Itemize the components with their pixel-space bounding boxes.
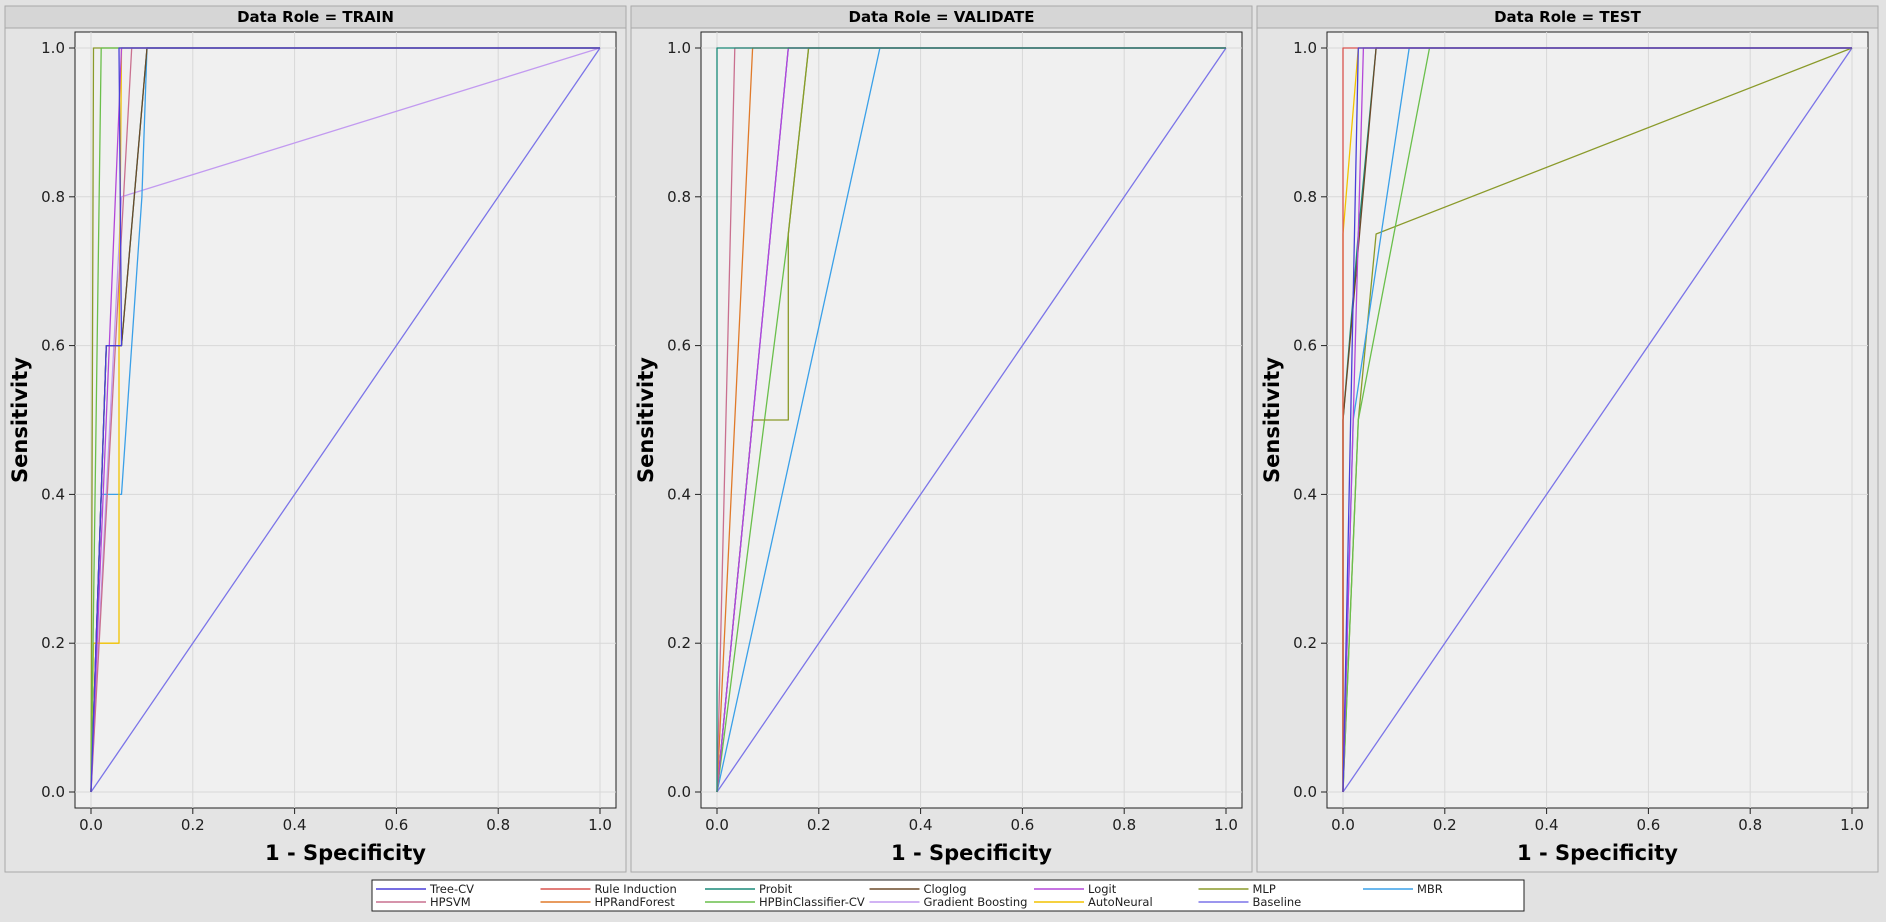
- legend-label: AutoNeural: [1088, 895, 1153, 909]
- legend-item: Baseline: [1198, 895, 1302, 909]
- roc-curve-baseline: [716, 47, 1227, 793]
- legend-item: MLP: [1198, 882, 1276, 896]
- y-tick-label: 0.2: [667, 634, 691, 652]
- roc-curve-probit: [716, 47, 1226, 792]
- y-tick-label: 0.8: [1293, 188, 1317, 206]
- y-tick-label: 0.8: [667, 188, 691, 206]
- panel-header: [1256, 5, 1879, 29]
- panel-title: Data Role = VALIDATE: [849, 8, 1035, 26]
- x-tick-label: 0.0: [79, 816, 103, 834]
- legend-label: Logit: [1088, 882, 1117, 896]
- panel-title: Data Role = TRAIN: [237, 8, 394, 26]
- panel-header: [630, 5, 1253, 29]
- legend-item: Cloglog: [869, 882, 967, 896]
- legend: Tree-CV Rule Induction Probit Cloglog Logit M…: [371, 879, 1525, 912]
- legend-item: HPSVM: [376, 895, 471, 909]
- legend-item: Rule Induction: [540, 882, 677, 896]
- panel-title: Data Role = TEST: [1494, 8, 1642, 26]
- legend-label: Probit: [759, 882, 793, 896]
- x-tick-label: 1.0: [588, 816, 612, 834]
- panel-header: [4, 5, 627, 29]
- y-tick-label: 0.4: [1293, 485, 1317, 503]
- x-tick-label: 0.8: [1112, 816, 1136, 834]
- x-tick-label: 0.2: [181, 816, 205, 834]
- x-tick-label: 0.6: [384, 816, 408, 834]
- x-tick-label: 1.0: [1214, 816, 1238, 834]
- x-tick-label: 0.0: [1331, 816, 1355, 834]
- x-tick-label: 0.4: [1535, 816, 1559, 834]
- roc-panel-2: Data Role = VALIDATE 0.0 0.2 0.4 0.6 0.8 1.0 0.…: [630, 5, 1253, 873]
- legend-label: Baseline: [1253, 895, 1302, 909]
- x-axis-label: 1 - Specificity: [265, 841, 426, 865]
- y-axis-label: Sensitivity: [8, 357, 32, 483]
- y-tick-label: 0.0: [1293, 783, 1317, 801]
- legend-item: HPBinClassifier-CV: [705, 895, 865, 909]
- y-tick-label: 0.4: [667, 485, 691, 503]
- legend-item: AutoNeural: [1034, 895, 1153, 909]
- x-axis-label: 1 - Specificity: [891, 841, 1052, 865]
- legend-label: Rule Induction: [595, 882, 677, 896]
- roc-curve-baseline: [90, 47, 601, 793]
- legend-item: HPRandForest: [540, 895, 676, 909]
- legend-label: MLP: [1253, 882, 1276, 896]
- legend-item: Gradient Boosting: [869, 895, 1028, 909]
- legend-item: MBR: [1363, 882, 1443, 896]
- x-tick-label: 0.8: [1738, 816, 1762, 834]
- y-tick-label: 0.0: [41, 783, 65, 801]
- roc-panel-1: Data Role = TRAIN 0.0 0.2 0.4 0.6 0.8 1.0 0.0 0.…: [4, 5, 627, 873]
- x-tick-label: 0.2: [1433, 816, 1457, 834]
- x-tick-label: 1.0: [1840, 816, 1864, 834]
- y-tick-label: 1.0: [667, 39, 691, 57]
- roc-curve-tree-cv: [1342, 47, 1852, 793]
- y-tick-label: 0.2: [1293, 634, 1317, 652]
- legend-label: MBR: [1417, 882, 1443, 896]
- x-tick-label: 0.8: [486, 816, 510, 834]
- y-tick-label: 1.0: [41, 39, 65, 57]
- y-tick-label: 0.6: [1293, 337, 1317, 355]
- legend-label: Cloglog: [924, 882, 967, 896]
- y-axis-label: Sensitivity: [1260, 357, 1284, 483]
- x-axis-label: 1 - Specificity: [1517, 841, 1678, 865]
- y-tick-label: 1.0: [1293, 39, 1317, 57]
- roc-curve-tree-cv: [90, 47, 600, 793]
- legend-label: HPBinClassifier-CV: [759, 895, 865, 909]
- legend-item: Probit: [705, 882, 793, 896]
- legend-label: Tree-CV: [429, 882, 474, 896]
- x-tick-label: 0.4: [909, 816, 933, 834]
- roc-curve-gradient-boosting: [90, 47, 601, 793]
- legend-box: [371, 879, 1525, 912]
- x-tick-label: 0.6: [1636, 816, 1660, 834]
- y-tick-label: 0.6: [41, 337, 65, 355]
- legend-item: Tree-CV: [376, 882, 474, 896]
- y-tick-label: 0.0: [667, 783, 691, 801]
- x-tick-label: 0.0: [705, 816, 729, 834]
- roc-panel-3: Data Role = TEST 0.0 0.2 0.4 0.6 0.8 1.0 0.0 0.2…: [1256, 5, 1879, 873]
- y-tick-label: 0.4: [41, 485, 65, 503]
- legend-item: Logit: [1034, 882, 1117, 896]
- y-axis-label: Sensitivity: [634, 357, 658, 483]
- y-tick-label: 0.8: [41, 188, 65, 206]
- x-tick-label: 0.4: [283, 816, 307, 834]
- roc-curve-baseline: [1342, 47, 1853, 793]
- x-tick-label: 0.2: [807, 816, 831, 834]
- legend-label: HPRandForest: [595, 895, 676, 909]
- y-tick-label: 0.6: [667, 337, 691, 355]
- legend-label: HPSVM: [430, 895, 471, 909]
- x-tick-label: 0.6: [1010, 816, 1034, 834]
- legend-label: Gradient Boosting: [924, 895, 1028, 909]
- y-tick-label: 0.2: [41, 634, 65, 652]
